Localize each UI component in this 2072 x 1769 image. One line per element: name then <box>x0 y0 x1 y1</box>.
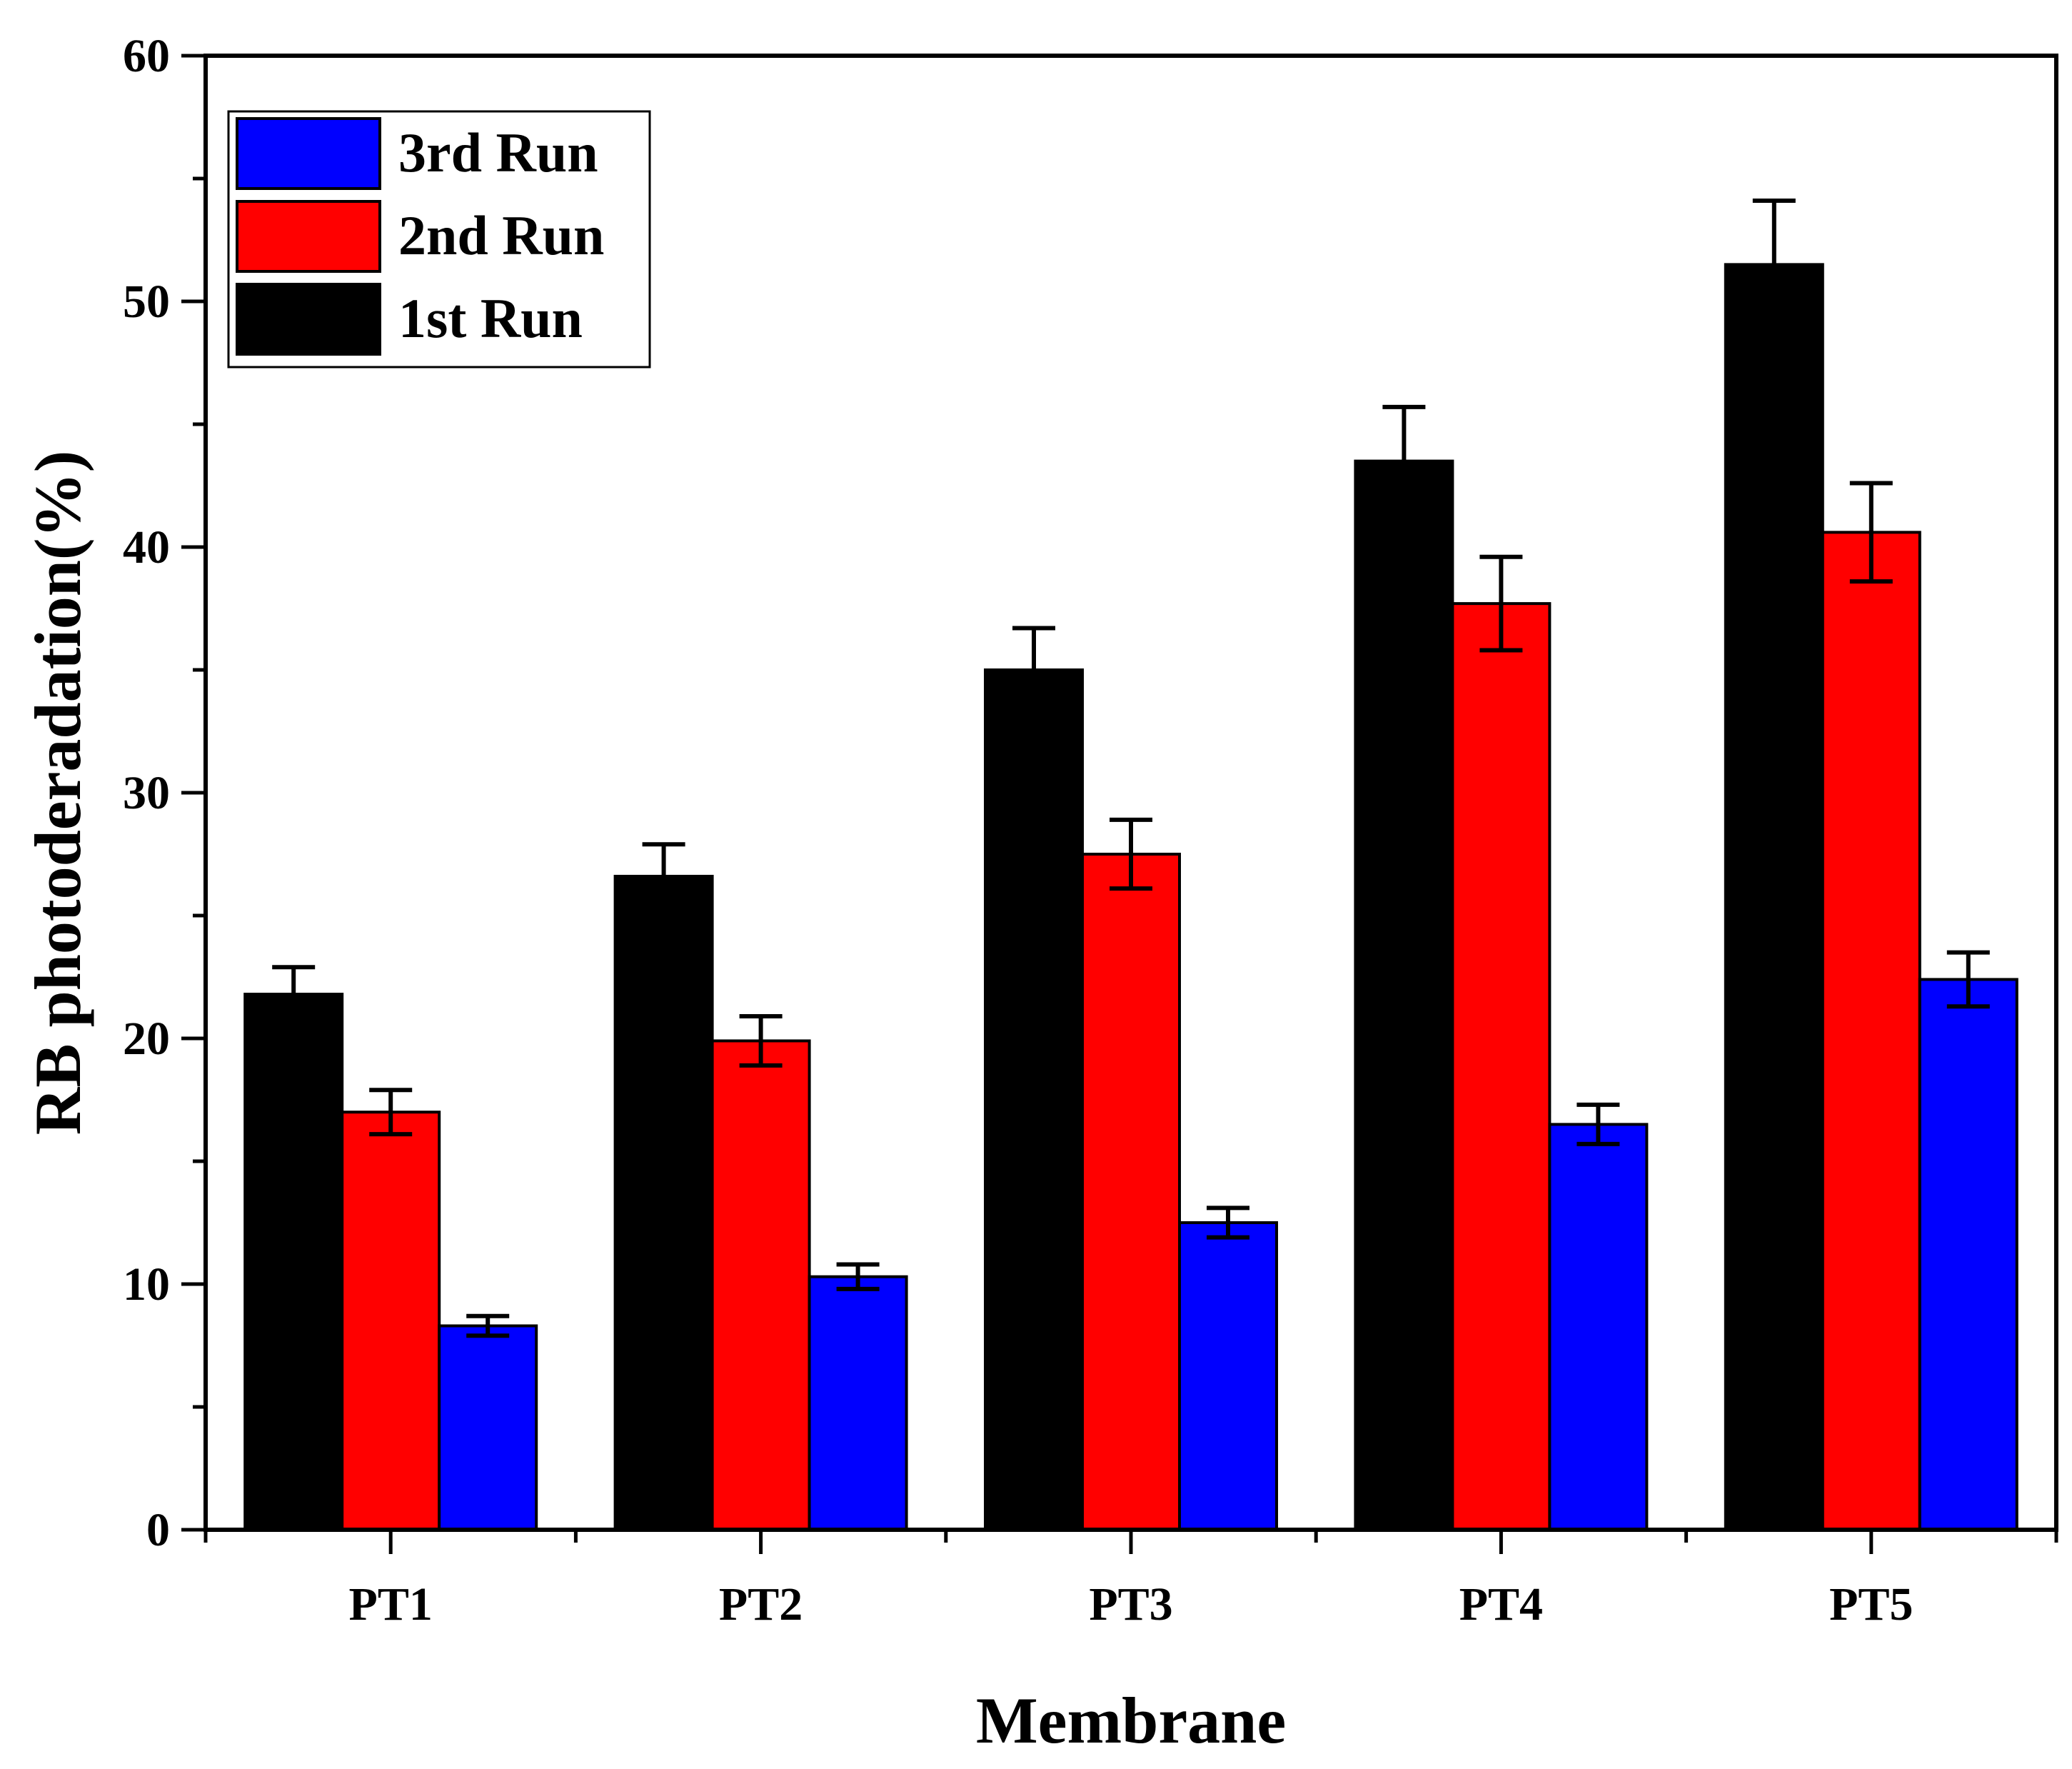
error-bar-pt4-1st-run <box>1382 404 1426 518</box>
y-tick-label: 30 <box>123 767 170 819</box>
error-bar-pt3-2nd-run <box>1110 817 1152 891</box>
x-tick-label-pt3: PT3 <box>1089 1578 1172 1630</box>
error-bar-pt3-1st-run <box>1012 626 1055 714</box>
y-tick-label: 60 <box>123 30 170 82</box>
error-bar-pt1-3rd-run <box>466 1313 510 1338</box>
error-bar-pt2-2nd-run <box>739 1014 783 1068</box>
bar-pt4-2nd-run <box>1451 602 1552 1531</box>
bar-pt1-1st-run <box>243 993 344 1531</box>
bar-pt2-1st-run <box>613 874 714 1531</box>
legend-label-1st-run: 1st Run <box>398 287 583 349</box>
x-tick-label-pt4: PT4 <box>1459 1578 1543 1630</box>
error-bar-pt5-2nd-run <box>1849 481 1893 584</box>
error-bar-pt4-2nd-run <box>1479 554 1523 653</box>
error-bar-pt1-1st-run <box>272 965 316 1023</box>
y-tick-label: 10 <box>123 1258 170 1311</box>
bar-pt3-3rd-run <box>1178 1221 1278 1531</box>
error-bar-pt2-1st-run <box>642 842 685 911</box>
y-tick-label: 50 <box>123 276 170 328</box>
bar-pt3-1st-run <box>984 668 1084 1531</box>
bar-pt3-2nd-run <box>1081 853 1181 1531</box>
bar-pt2-3rd-run <box>808 1275 908 1532</box>
bar-pt4-1st-run <box>1354 459 1454 1531</box>
bar-pt5-2nd-run <box>1821 531 1921 1531</box>
legend: 3rd Run 2nd Run 1st Run <box>227 110 651 369</box>
error-bars-layer <box>272 198 1990 1338</box>
x-tick-label-pt1: PT1 <box>349 1578 433 1630</box>
legend-label-3rd-run: 3rd Run <box>398 121 598 184</box>
error-bar-pt1-2nd-run <box>369 1088 413 1137</box>
y-tick-label: 0 <box>146 1504 170 1556</box>
legend-swatch-2nd-run <box>236 200 381 273</box>
error-bar-pt4-3rd-run <box>1576 1102 1620 1146</box>
error-bar-pt5-1st-run <box>1752 198 1796 331</box>
bars-layer <box>243 263 2018 1532</box>
x-axis-title: Membrane <box>976 1684 1286 1757</box>
bar-pt1-2nd-run <box>341 1111 441 1531</box>
error-bar-pt5-3rd-run <box>1946 950 1990 1009</box>
bar-pt1-3rd-run <box>438 1324 538 1531</box>
error-bar-pt2-3rd-run <box>836 1262 880 1291</box>
bar-pt2-2nd-run <box>710 1039 811 1531</box>
bar-pt5-3rd-run <box>1918 978 2018 1531</box>
legend-swatch-1st-run <box>236 283 381 356</box>
y-tick-label: 40 <box>123 521 170 573</box>
legend-swatch-3rd-run <box>236 117 381 190</box>
bar-pt5-1st-run <box>1724 263 1824 1531</box>
y-tick-label: 20 <box>123 1013 170 1065</box>
bar-pt4-3rd-run <box>1548 1123 1649 1531</box>
x-tick-label-pt2: PT2 <box>719 1578 803 1630</box>
y-axis-title: RB photoderadation(%) <box>21 451 94 1135</box>
legend-label-2nd-run: 2nd Run <box>398 204 604 266</box>
axes-layer: 0 10 20 30 40 50 60 PT1 PT2 PT3 PT4 PT5 <box>123 30 2058 1630</box>
error-bar-pt3-3rd-run <box>1207 1206 1249 1240</box>
x-tick-label-pt5: PT5 <box>1829 1578 1913 1630</box>
